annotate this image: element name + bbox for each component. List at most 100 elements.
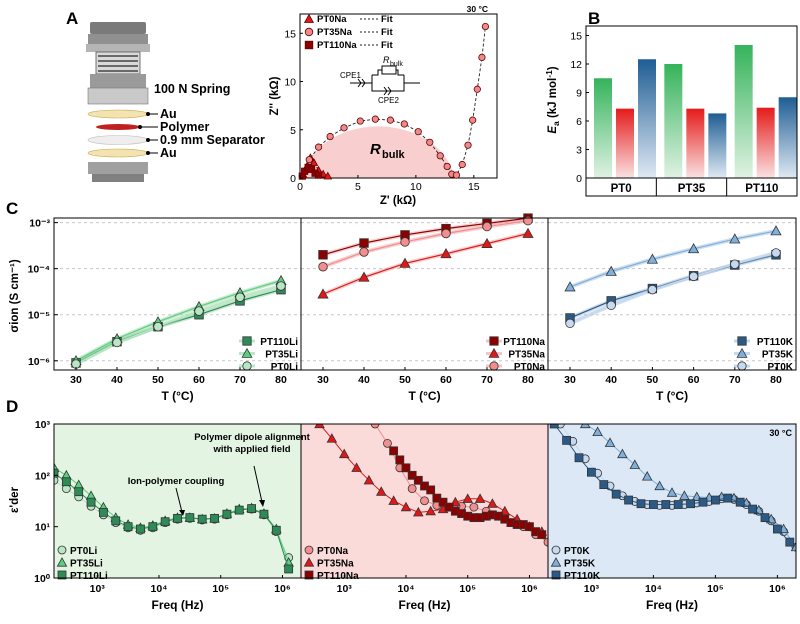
data-point-PT110Na [537,530,547,540]
nyquist-point-PT35Na [436,152,444,160]
data-point-PT0K [771,248,781,258]
x-tick-label: 10⁴ [151,583,168,595]
y-tick-label: 10 [284,77,296,89]
category-strip [585,177,798,197]
annotation-arrow [253,465,263,503]
equivalent-circuit: CPE1 CPE2 R bulk [340,55,420,105]
legend-label-PT0Na: PT0Na [317,14,347,25]
legend-marker-PT110K [551,570,561,580]
legend-label-PT0K: PT0K [564,546,590,557]
fit-band-PT110Li [75,287,282,365]
data-point-PT0Na [407,484,417,494]
data-point-PT110Na [395,455,405,465]
nyquist-point-PT35Na [426,138,434,146]
data-point-PT110Li [185,513,195,523]
data-point-PT0K [606,300,616,311]
data-point-PT0Na [482,221,492,232]
data-point-PT35Na [326,433,338,443]
data-point-PT110Li [111,516,121,526]
legend-marker-PT0K [737,361,747,371]
plot-frame [299,13,498,179]
data-point-PT110Li [86,497,96,507]
data-point-PT35K [629,459,641,469]
x-tick-label: 10⁶ [274,583,291,595]
y-tick-label: 10⁻³ [29,218,50,230]
x-tick-label: 10⁶ [769,583,786,595]
legend-label-PT35Na: PT35Na [317,27,353,38]
data-group [549,424,796,552]
data-group [314,424,548,547]
bar-Li-PT0 [594,78,612,178]
x-tick-label: 30 [70,374,82,386]
plot-frame [547,423,797,579]
data-point-PT0Na [469,502,479,512]
x-tick-label: 10 [410,181,422,193]
x-tick-label: 80 [770,374,782,386]
x-axis-label: Z' (kΩ) [380,195,416,207]
bar-Na-PT110 [756,107,775,178]
data-point-PT110Na [407,470,417,480]
y-tick-label: 10⁻⁴ [28,264,50,276]
series-line-PT35Na [322,232,529,295]
nyquist-point-PT35Na [481,22,490,31]
legend-fit-label: Fit [381,14,393,25]
legend-label-PT0Na: PT0Na [514,362,546,373]
y-tick-label: 12 [570,59,582,71]
data-point-PT35Na [487,498,498,508]
legend-marker-PT0Li [57,545,67,555]
data-point-PT110Li [247,504,257,513]
nyquist-point-PT35Na [458,160,466,169]
legend-marker-PT110Na [304,40,314,50]
data-point-PT110K [587,467,596,477]
y-tick-label: 15 [284,28,296,40]
legend-fit-label: Fit [381,40,393,51]
data-point-PT110Li [123,522,133,532]
cpe2-symbol [383,86,392,96]
legend-marker-PT35Li [56,557,68,567]
data-point-PT110Na [401,463,411,473]
data-point-PT0Li [112,337,122,348]
data-point-PT110K [624,495,633,505]
nyquist-point-PT35Na [356,117,364,125]
x-tick-label: 70 [729,374,741,386]
data-point-PT35Na [388,495,399,505]
legend-marker-PT110Li [242,336,252,346]
x-tick-label: 40 [111,374,123,386]
top-knob [90,22,146,34]
data-point-PT0K [688,271,699,282]
data-point-PT110K [698,497,708,507]
y-tick-label: 6 [576,116,582,128]
x-tick-label: 80 [275,374,287,386]
data-point-PT35K [646,253,659,264]
legend-label-PT35Na: PT35Na [508,350,545,361]
y-tick-label: 10³ [35,419,51,431]
temperature-label: 30 °C [467,4,488,14]
legend-label-PT110Na: PT110Na [317,40,357,51]
cell-schematic: 100 N Spring Au Polymer 0.9 mm Separator… [86,22,265,182]
plot-frame [547,217,797,371]
data-point-PT35K [654,480,665,491]
data-point-PT110K [611,489,621,499]
legend-label-PT110Li: PT110Li [70,571,108,582]
data-point-PT110K [723,493,733,503]
data-point-PT110Li [136,524,145,534]
data-point-PT35Na [314,424,325,429]
legend-label-PT0Na: PT0Na [317,546,349,557]
x-tick-label: 10⁴ [645,583,662,595]
nyquist-point-PT35Na [305,156,313,164]
data-point-PT110Li [271,525,281,535]
cpe2-label: CPE2 [378,96,399,105]
data-point-PT35Na [462,493,474,503]
x-tick-label: 40 [605,374,617,386]
data-point-PT35Na [474,493,486,503]
series-line-PT0Na [322,220,529,268]
data-point-PT35Na [413,506,424,517]
legend-label-PT110Na: PT110Na [503,337,545,348]
data-point-PT35Na [400,501,412,512]
data-point-PT35K [666,487,678,497]
legend-label-PT0K: PT0K [767,362,793,373]
data-point-PT35Na [522,227,534,238]
y-axis-label: ε'der [9,486,21,513]
